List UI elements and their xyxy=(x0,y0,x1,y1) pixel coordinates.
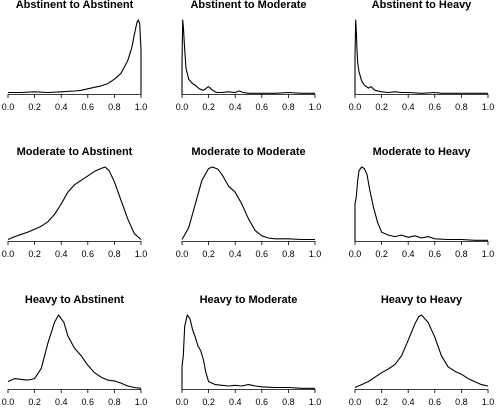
x-tick-label: 0.2 xyxy=(28,397,41,407)
density-panel: Abstinent to Moderate 0.0 0.2 0.4 0.6 0.8 1.0 xyxy=(176,0,322,112)
panel-title: Moderate to Abstinent xyxy=(17,146,133,158)
x-tick-label: 0.0 xyxy=(349,397,362,407)
density-panel: Moderate to Abstinent 0.0 0.2 0.4 0.6 0.8 1.0 xyxy=(2,146,148,259)
density-curve xyxy=(181,314,315,389)
density-curve xyxy=(354,166,488,241)
x-tick-label: 0.4 xyxy=(55,249,68,259)
x-tick-label: 0.8 xyxy=(282,397,295,407)
x-tick-label: 0.8 xyxy=(108,397,121,407)
x-tick-label: 1.0 xyxy=(482,397,495,407)
x-tick-label: 0.0 xyxy=(176,397,189,407)
density-panel: Moderate to Heavy 0.0 0.2 0.4 0.6 0.8 1.0 xyxy=(349,146,495,259)
x-tick-label: 0.6 xyxy=(256,102,269,112)
density-curve xyxy=(8,19,142,94)
density-curve xyxy=(181,19,315,94)
density-panel: Abstinent to Abstinent 0.0 0.2 0.4 0.6 0.8 1.0 xyxy=(2,0,148,112)
x-tick-label: 0.8 xyxy=(108,102,121,112)
density-panel: Heavy to Abstinent 0.0 0.2 0.4 0.6 0.8 1.0 xyxy=(2,294,148,407)
panel-title: Abstinent to Moderate xyxy=(190,0,306,11)
panel-title: Heavy to Moderate xyxy=(200,294,298,306)
x-tick-label: 0.6 xyxy=(429,249,442,259)
density-curve xyxy=(181,166,315,241)
panel-title: Moderate to Heavy xyxy=(373,146,472,158)
x-tick-label: 0.0 xyxy=(349,249,362,259)
x-tick-label: 0.0 xyxy=(2,102,15,112)
x-tick-label: 0.4 xyxy=(402,397,415,407)
x-tick-label: 0.2 xyxy=(202,102,215,112)
density-curve xyxy=(354,19,488,94)
density-panel: Heavy to Moderate 0.0 0.2 0.4 0.6 0.8 1.0 xyxy=(176,294,322,407)
x-tick-label: 0.4 xyxy=(55,102,68,112)
x-tick-label: 0.0 xyxy=(2,397,15,407)
panel-title: Moderate to Moderate xyxy=(191,146,305,158)
x-tick-label: 0.2 xyxy=(28,249,41,259)
x-tick-label: 0.0 xyxy=(2,249,15,259)
panel-title: Abstinent to Abstinent xyxy=(16,0,134,11)
x-tick-label: 0.8 xyxy=(455,102,468,112)
x-tick-label: 1.0 xyxy=(482,102,495,112)
x-tick-label: 0.4 xyxy=(402,249,415,259)
density-curve xyxy=(7,314,142,389)
x-tick-label: 1.0 xyxy=(135,397,148,407)
x-tick-label: 0.2 xyxy=(375,102,388,112)
x-tick-label: 1.0 xyxy=(135,249,148,259)
x-tick-label: 0.2 xyxy=(375,249,388,259)
x-tick-label: 0.6 xyxy=(256,249,269,259)
x-tick-label: 1.0 xyxy=(309,102,322,112)
x-tick-label: 0.6 xyxy=(429,102,442,112)
x-tick-label: 0.2 xyxy=(202,397,215,407)
x-tick-label: 0.0 xyxy=(176,102,189,112)
density-panel: Heavy to Heavy 0.0 0.2 0.4 0.6 0.8 1.0 xyxy=(349,294,495,407)
x-tick-label: 0.2 xyxy=(202,249,215,259)
x-tick-label: 1.0 xyxy=(309,249,322,259)
x-tick-label: 0.8 xyxy=(108,249,121,259)
panel-title: Heavy to Heavy xyxy=(381,294,463,306)
x-tick-label: 0.6 xyxy=(82,102,95,112)
x-tick-label: 0.2 xyxy=(28,102,41,112)
density-curve xyxy=(354,314,489,389)
x-tick-label: 0.4 xyxy=(229,102,242,112)
x-tick-label: 0.4 xyxy=(402,102,415,112)
x-tick-label: 0.8 xyxy=(455,249,468,259)
density-panel: Moderate to Moderate 0.0 0.2 0.4 0.6 0.8 1.0 xyxy=(176,146,322,259)
x-tick-label: 0.8 xyxy=(282,249,295,259)
x-tick-label: 0.6 xyxy=(82,397,95,407)
x-tick-label: 0.0 xyxy=(349,102,362,112)
x-tick-label: 0.0 xyxy=(176,249,189,259)
x-tick-label: 0.6 xyxy=(82,249,95,259)
x-tick-label: 0.6 xyxy=(256,397,269,407)
x-tick-label: 0.4 xyxy=(229,249,242,259)
x-tick-label: 0.8 xyxy=(455,397,468,407)
x-tick-label: 0.8 xyxy=(282,102,295,112)
x-tick-label: 0.4 xyxy=(55,397,68,407)
panel-title: Heavy to Abstinent xyxy=(25,294,125,306)
x-tick-label: 0.2 xyxy=(375,397,388,407)
density-curve xyxy=(7,166,142,241)
x-tick-label: 0.4 xyxy=(229,397,242,407)
x-tick-label: 1.0 xyxy=(135,102,148,112)
density-panel: Abstinent to Heavy 0.0 0.2 0.4 0.6 0.8 1.0 xyxy=(349,0,495,112)
x-tick-label: 1.0 xyxy=(309,397,322,407)
x-tick-label: 1.0 xyxy=(482,249,495,259)
x-tick-label: 0.6 xyxy=(429,397,442,407)
panel-title: Abstinent to Heavy xyxy=(372,0,473,11)
